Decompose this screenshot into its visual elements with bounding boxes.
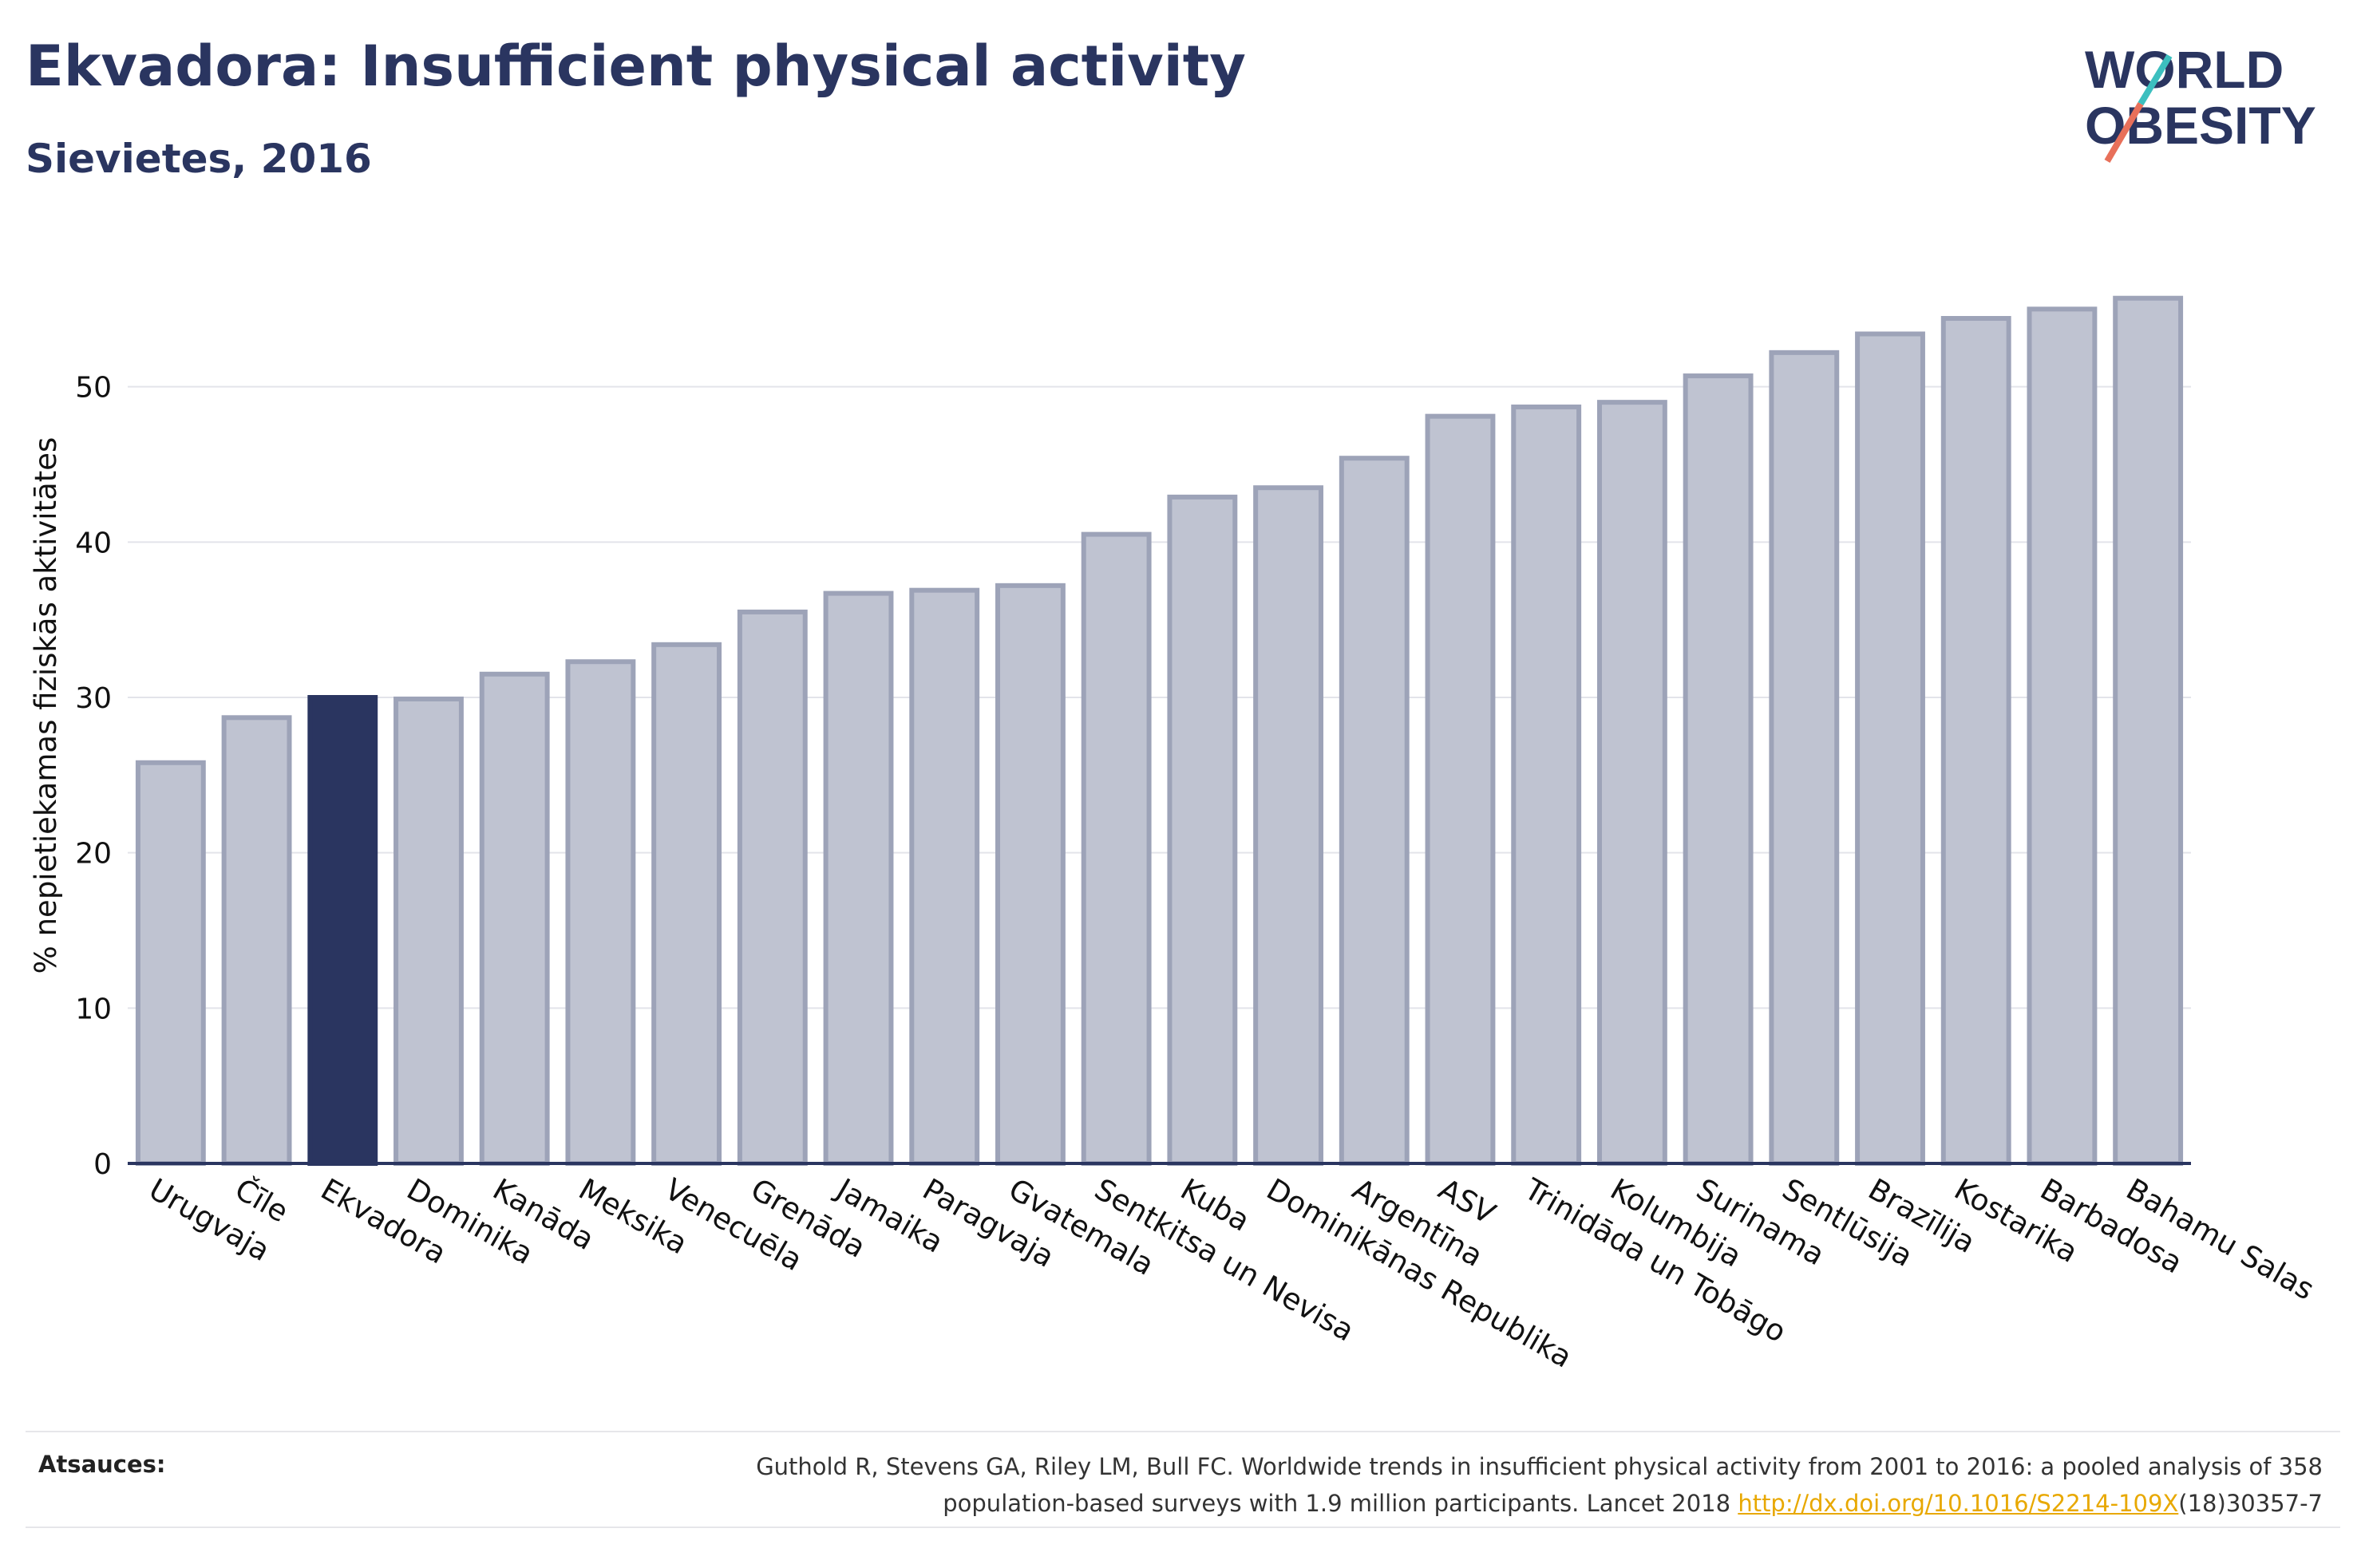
world-obesity-logo: WORLD OBESITY — [2085, 40, 2316, 164]
bar-kostarika — [1940, 316, 2011, 1167]
bar-layer — [135, 295, 2184, 1167]
bar-gvatemala — [995, 583, 1066, 1166]
source-text: Guthold R, Stevens GA, Riley LM, Bull FC… — [487, 1448, 2323, 1522]
bar-kanāda — [479, 671, 550, 1166]
y-tick-label: 20 — [75, 838, 112, 871]
page-title: Ekvadora: Insufficient physical activity — [26, 34, 1246, 99]
y-tick-label: 30 — [75, 682, 112, 715]
source-line2-post: (18)30357-7 — [2178, 1490, 2323, 1517]
bar-kolumbija — [1596, 400, 1667, 1166]
bar-brazīlija — [1855, 331, 1925, 1167]
bar-paragvaja — [909, 587, 980, 1166]
bar-urugvaja — [135, 760, 206, 1166]
source-line1: Guthold R, Stevens GA, Riley LM, Bull FC… — [756, 1453, 2323, 1480]
logo-slash-coral-icon — [2104, 101, 2144, 164]
page-subtitle: Sievietes, 2016 — [26, 136, 372, 182]
source-doi-link[interactable]: http://dx.doi.org/10.1016/S2214-109X — [1738, 1490, 2179, 1517]
source-label: Atsauces: — [38, 1451, 166, 1478]
y-axis-label: % nepietiekamas fiziskās aktivitātes — [29, 437, 63, 974]
bar-dominika — [394, 696, 464, 1166]
y-tick-label: 0 — [93, 1148, 112, 1181]
bar-grenāda — [737, 609, 808, 1166]
bar-argentīna — [1339, 456, 1410, 1166]
source-line2-pre: population-based surveys with 1.9 millio… — [943, 1490, 1738, 1517]
y-tick-label: 50 — [75, 372, 112, 405]
y-tick-label: 10 — [75, 993, 112, 1025]
bar-bahamu-salas — [2113, 295, 2184, 1166]
logo-line2: OBESITY — [2085, 96, 2316, 155]
grid-layer — [128, 385, 2191, 1009]
bar-čīle — [221, 715, 292, 1166]
bar-surinama — [1683, 373, 1754, 1167]
bar-sentkitsa-un-nevisa — [1081, 531, 1152, 1166]
bar-sentlūsija — [1769, 350, 1840, 1166]
logo-line1: WORLD — [2085, 40, 2284, 99]
bar-meksika — [565, 659, 636, 1166]
bar-kuba — [1167, 494, 1238, 1166]
bar-ekvadora — [307, 695, 378, 1166]
y-tick-label: 40 — [75, 527, 112, 559]
logo-slash-teal-icon — [2138, 53, 2173, 106]
footer-divider-bottom — [26, 1527, 2340, 1528]
bar-venecuēla — [651, 642, 722, 1166]
bar-barbadosa — [2027, 306, 2098, 1166]
bar-jamaika — [823, 590, 894, 1166]
bar-trinidāda-un-tobāgo — [1511, 404, 1582, 1166]
footer-divider-top — [26, 1431, 2340, 1432]
bar-dominikānas-republika — [1253, 485, 1323, 1166]
bar-asv — [1425, 413, 1496, 1166]
